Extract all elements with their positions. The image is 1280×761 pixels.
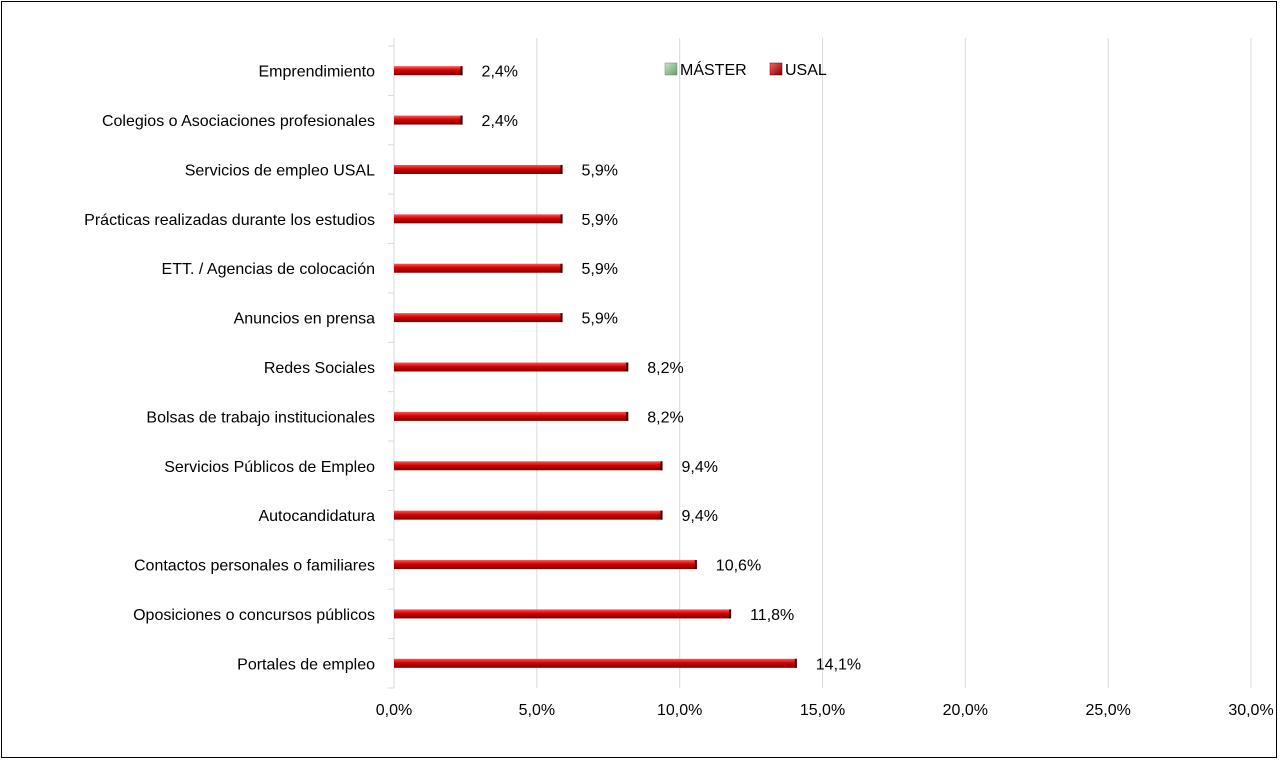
gridlines (536, 38, 1252, 688)
data-label-usal: 8,2% (647, 409, 683, 426)
bar-usal (394, 411, 629, 421)
x-tick-label: 25,0% (1085, 702, 1130, 719)
bar-usal (394, 658, 797, 668)
category-axis (388, 38, 395, 689)
bar-usal (394, 560, 697, 570)
category-label: Autocandidatura (258, 508, 375, 525)
data-label-usal: 10,6% (716, 558, 761, 575)
data-label-usal: 11,8% (750, 607, 794, 624)
data-label-usal: 5,9% (582, 162, 618, 179)
bar-usal-cap (694, 560, 697, 570)
bar-usal-cap (560, 313, 563, 323)
bar-usal (394, 164, 563, 174)
bar-usal (394, 214, 563, 224)
category-label: Contactos personales o familiares (134, 558, 375, 575)
data-label-usal: 2,4% (482, 64, 518, 81)
bar-usal-cap (460, 115, 463, 125)
bar-usal (394, 313, 563, 323)
category-label: Redes Sociales (264, 360, 375, 377)
data-label-usal: 8,2% (647, 360, 683, 377)
bar-usal-cap (660, 510, 663, 520)
bar-usal-cap (626, 362, 629, 372)
bar-usal (394, 510, 663, 520)
category-label: Servicios Públicos de Empleo (164, 459, 375, 476)
bar-usal (394, 609, 732, 619)
x-tick-label: 15,0% (800, 702, 845, 719)
bar-usal-cap (626, 411, 629, 421)
bar-usal-cap (660, 461, 663, 471)
category-label: ETT. / Agencias de colocación (162, 261, 375, 278)
data-label-usal: 9,4% (682, 459, 718, 476)
legend-swatch-master (664, 62, 678, 76)
category-label: Colegios o Asociaciones profesionales (102, 113, 375, 130)
legend-swatch-usal (769, 62, 783, 76)
data-label-usal: 5,9% (582, 311, 618, 328)
bar-usal (394, 461, 663, 471)
data-label-usal: 2,4% (482, 113, 518, 130)
data-label-usal: 14,1% (816, 656, 861, 673)
x-tick-label: 10,0% (657, 702, 702, 719)
legend-label-master: MÁSTER (680, 60, 747, 79)
x-tick-label: 20,0% (943, 702, 988, 719)
bar-usal-cap (460, 66, 463, 76)
data-label-usal: 5,9% (582, 212, 618, 229)
bar-usal-cap (560, 263, 563, 273)
legend-label-usal: USAL (785, 62, 827, 79)
bar-usal (394, 115, 463, 125)
category-label: Anuncios en prensa (234, 311, 376, 328)
x-tick-label: 30,0% (1228, 702, 1273, 719)
category-label: Portales de empleo (237, 656, 375, 673)
x-tick-label: 5,0% (519, 702, 555, 719)
data-label-usal: 9,4% (682, 508, 718, 525)
x-tick-label: 0,0% (376, 702, 412, 719)
category-label: Oposiciones o concursos públicos (133, 607, 375, 624)
bars (394, 66, 797, 668)
bar-usal-cap (560, 214, 563, 224)
bar-usal (394, 263, 563, 273)
legend: MÁSTER USAL (664, 60, 827, 79)
bar-usal-cap (560, 164, 563, 174)
category-label: Prácticas realizadas durante los estudio… (84, 212, 375, 229)
labels: 0,0% 5,0% 10,0% 15,0% 20,0% 25,0% 30,0% Emprend… (84, 64, 1274, 719)
category-label: Bolsas de trabajo institucionales (146, 409, 375, 426)
category-label: Emprendimiento (259, 64, 376, 81)
bar-usal-cap (794, 658, 797, 668)
bar-usal (394, 66, 463, 76)
bar-usal (394, 362, 629, 372)
bar-usal-cap (729, 609, 732, 619)
data-label-usal: 5,9% (582, 261, 618, 278)
category-label: Servicios de empleo USAL (185, 162, 375, 179)
